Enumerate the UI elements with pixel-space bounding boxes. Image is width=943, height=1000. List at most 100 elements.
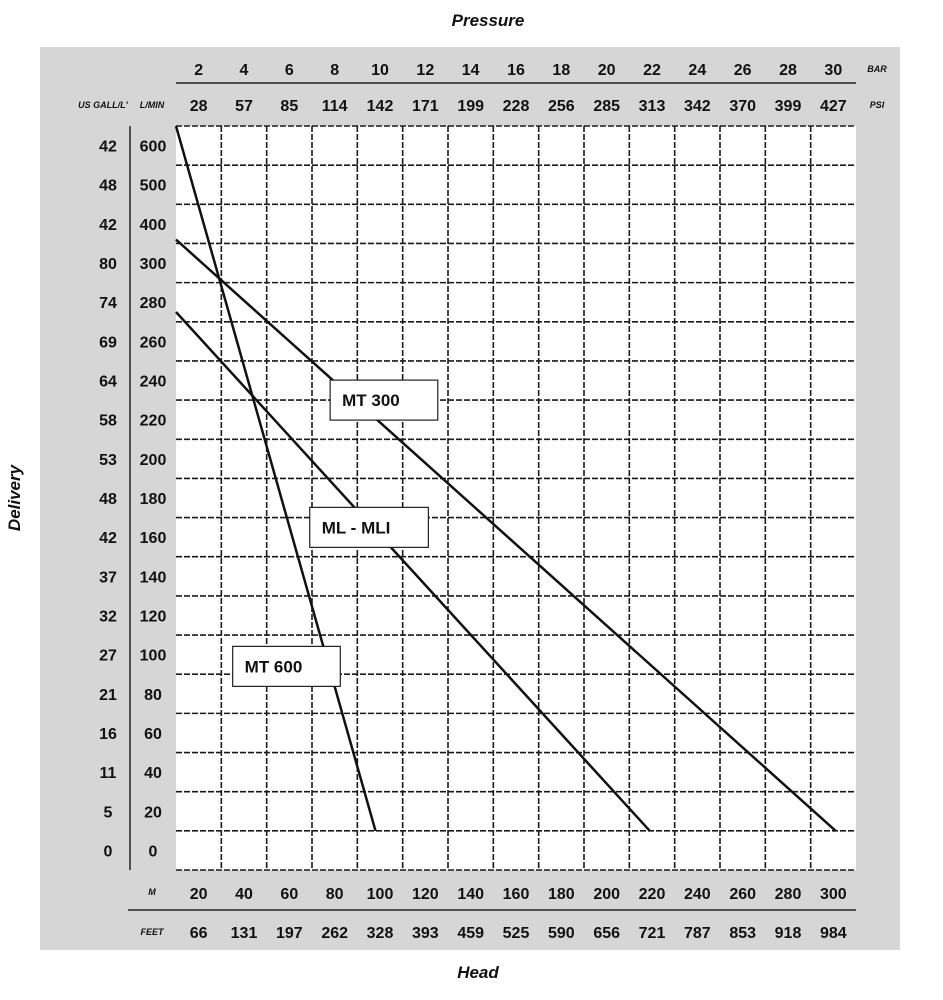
curve-label-background xyxy=(329,379,439,421)
pressure-psi-tick: 427 xyxy=(820,98,847,115)
delivery-axis-title: Delivery xyxy=(5,463,24,531)
bar-unit-label: BAR xyxy=(867,64,887,74)
delivery-usgall-tick: 48 xyxy=(99,178,117,195)
delivery-lmin-tick: 100 xyxy=(140,648,167,665)
head-m-tick: 60 xyxy=(280,886,298,903)
us-gall-unit-label: US GALL/L' xyxy=(78,100,128,110)
feet-unit-label: FEET xyxy=(140,927,165,937)
head-feet-tick: 787 xyxy=(684,925,711,942)
pressure-psi-tick: 171 xyxy=(412,98,439,115)
series-line xyxy=(175,238,837,832)
pressure-bar-tick: 30 xyxy=(824,62,842,79)
head-feet-tick: 197 xyxy=(276,925,303,942)
pressure-bar-tick: 16 xyxy=(507,62,525,79)
psi-unit-label: PSI xyxy=(870,100,885,110)
curve-label: ML - MLI xyxy=(322,518,391,537)
delivery-usgall-tick: 16 xyxy=(99,726,117,743)
series-line xyxy=(175,311,651,832)
l-min-unit-label: L/MIN xyxy=(140,100,165,110)
delivery-lmin-ticks: 6005004003002802602402202001801601401201… xyxy=(140,139,167,861)
head-feet-tick: 525 xyxy=(503,925,530,942)
head-m-tick: 140 xyxy=(457,886,484,903)
pressure-psi-tick: 228 xyxy=(503,98,530,115)
head-m-tick: 40 xyxy=(235,886,253,903)
curve-label-box: MT 600 xyxy=(232,645,341,687)
head-feet-tick: 328 xyxy=(367,925,394,942)
head-feet-ticks: 66 131 197 262 328 393 459 525 590 656 721 787 853 91… xyxy=(190,925,847,942)
head-feet-tick: 393 xyxy=(412,925,439,942)
delivery-usgall-tick: 80 xyxy=(99,256,117,273)
pressure-psi-tick: 285 xyxy=(593,98,620,115)
pressure-psi-tick: 256 xyxy=(548,98,575,115)
head-m-tick: 280 xyxy=(775,886,802,903)
pressure-bar-tick: 28 xyxy=(779,62,797,79)
delivery-usgall-tick: 11 xyxy=(100,765,117,782)
pressure-bar-tick: 6 xyxy=(285,62,294,79)
pressure-axis-title: Pressure xyxy=(452,11,525,30)
delivery-lmin-tick: 260 xyxy=(140,334,167,351)
delivery-usgall-ticks: 42 48 42 80 74 69 64 58 53 48 42 37 32 27 21 16 11 5 0 xyxy=(99,139,117,861)
delivery-lmin-tick: 20 xyxy=(144,804,162,821)
head-m-tick: 20 xyxy=(190,886,208,903)
delivery-usgall-tick: 42 xyxy=(99,217,117,234)
pressure-bar-tick: 2 xyxy=(194,62,203,79)
head-feet-tick: 66 xyxy=(190,925,208,942)
delivery-lmin-tick: 40 xyxy=(144,765,162,782)
delivery-lmin-tick: 500 xyxy=(140,178,167,195)
performance-curves xyxy=(174,125,837,832)
pressure-bar-tick: 24 xyxy=(688,62,706,79)
curve-label: MT 300 xyxy=(342,391,400,410)
pressure-bar-tick: 22 xyxy=(643,62,661,79)
delivery-lmin-tick: 600 xyxy=(140,139,167,156)
delivery-usgall-tick: 32 xyxy=(99,608,117,625)
delivery-usgall-tick: 74 xyxy=(99,295,117,312)
pressure-bar-tick: 26 xyxy=(734,62,752,79)
delivery-lmin-tick: 300 xyxy=(140,256,167,273)
head-m-tick: 100 xyxy=(367,886,394,903)
head-m-ticks: 20 40 60 80 100 120 140 160 180 200 220 240 260 280 30… xyxy=(190,886,847,903)
head-feet-tick: 918 xyxy=(775,925,802,942)
delivery-usgall-tick: 5 xyxy=(104,804,113,821)
pressure-psi-tick: 313 xyxy=(639,98,666,115)
delivery-lmin-tick: 280 xyxy=(140,295,167,312)
delivery-lmin-tick: 120 xyxy=(140,608,167,625)
delivery-lmin-tick: 180 xyxy=(140,491,167,508)
head-feet-tick: 262 xyxy=(321,925,348,942)
curve-label-box: MT 300 xyxy=(329,379,439,421)
delivery-usgall-tick: 48 xyxy=(99,491,117,508)
curve-labels: MT 300 ML - MLI MT 600 xyxy=(232,379,439,687)
head-feet-tick: 590 xyxy=(548,925,575,942)
delivery-lmin-tick: 60 xyxy=(144,726,162,743)
pressure-bar-tick: 12 xyxy=(416,62,434,79)
head-axis-title: Head xyxy=(457,963,499,982)
delivery-usgall-tick: 64 xyxy=(99,374,117,391)
delivery-usgall-tick: 53 xyxy=(99,452,117,469)
pressure-psi-tick: 370 xyxy=(729,98,756,115)
delivery-usgall-tick: 27 xyxy=(99,648,117,665)
pressure-bar-tick: 10 xyxy=(371,62,389,79)
delivery-usgall-tick: 37 xyxy=(99,569,117,586)
curve-label: MT 600 xyxy=(245,657,303,676)
pressure-psi-tick: 85 xyxy=(280,98,298,115)
pressure-bar-tick: 18 xyxy=(552,62,570,79)
head-m-tick: 120 xyxy=(412,886,439,903)
head-m-tick: 220 xyxy=(639,886,666,903)
delivery-lmin-tick: 80 xyxy=(144,687,162,704)
pressure-bar-tick: 4 xyxy=(240,62,249,79)
delivery-lmin-tick: 140 xyxy=(140,569,167,586)
delivery-lmin-tick: 400 xyxy=(140,217,167,234)
delivery-lmin-tick: 200 xyxy=(140,452,167,469)
head-m-tick: 240 xyxy=(684,886,711,903)
pressure-psi-tick: 114 xyxy=(322,98,348,115)
series-line xyxy=(174,125,377,832)
head-m-tick: 300 xyxy=(820,886,847,903)
head-m-tick: 180 xyxy=(548,886,575,903)
delivery-lmin-tick: 0 xyxy=(149,843,158,860)
head-feet-tick: 984 xyxy=(820,925,847,942)
pressure-psi-tick: 142 xyxy=(367,98,394,115)
pressure-bar-tick: 20 xyxy=(598,62,616,79)
delivery-lmin-tick: 220 xyxy=(140,413,167,430)
pressure-psi-tick: 342 xyxy=(684,98,711,115)
pressure-bar-tick: 14 xyxy=(462,62,480,79)
